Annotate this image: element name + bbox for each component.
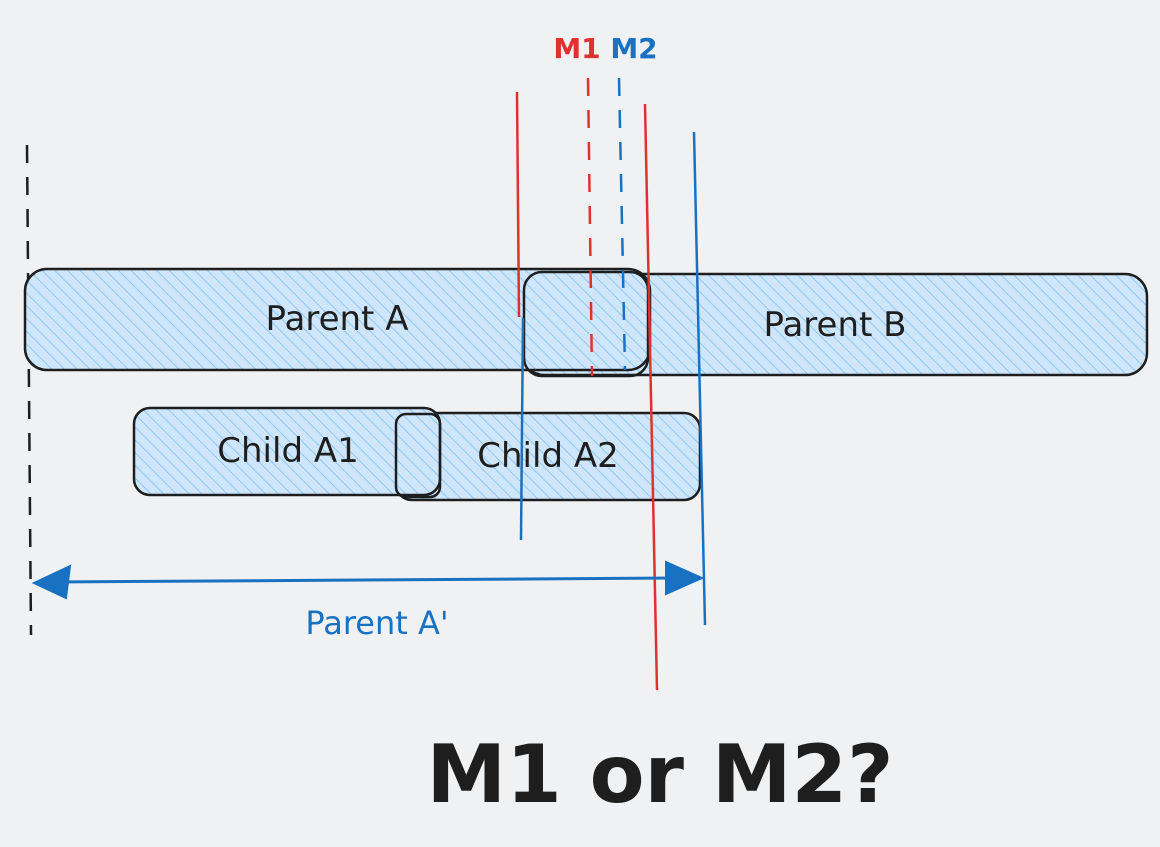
left-boundary-dashed-line xyxy=(25,144,33,636)
parent-a-label: Parent A xyxy=(266,299,409,339)
m2-label: M2 xyxy=(610,32,657,65)
span-arrow-shaft xyxy=(49,576,683,584)
blue-line-left xyxy=(519,317,525,541)
span-arrow-head-left xyxy=(31,564,72,600)
child-overlap-region xyxy=(394,412,442,499)
child-a2-label: Child A2 xyxy=(477,436,618,476)
red-line-left xyxy=(515,91,521,318)
red-line-right xyxy=(643,103,659,691)
parent-b-label: Parent B xyxy=(764,305,907,345)
m2-dashed-line xyxy=(617,77,627,371)
m1-dashed-line xyxy=(586,77,594,377)
m1-label: M1 xyxy=(553,32,600,65)
question-text: M1 or M2? xyxy=(426,728,893,821)
child-a1-label: Child A1 xyxy=(217,431,358,471)
blue-line-right xyxy=(692,131,707,626)
span-arrow-head-right xyxy=(665,560,705,596)
span-label: Parent A' xyxy=(305,604,448,642)
